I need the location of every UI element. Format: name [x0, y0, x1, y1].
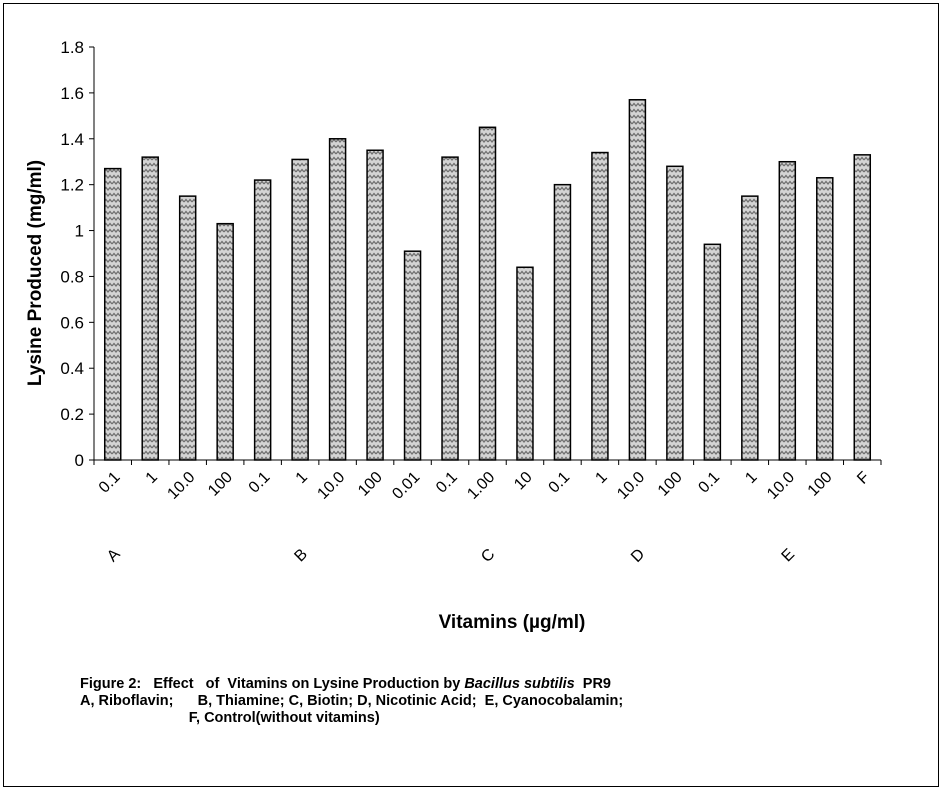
y-tick-label: 1.8	[60, 38, 84, 57]
bar	[516, 266, 534, 461]
x-tick-label: 0.1	[246, 469, 274, 497]
y-tick-label: 1.2	[60, 176, 84, 195]
x-tick-label: 1	[293, 469, 311, 487]
x-axis-title: Vitamins (µg/ml)	[439, 612, 586, 633]
caption-line2: A, Riboflavin; B, Thiamine; C, Biotin; D…	[80, 693, 624, 709]
y-tick-label: 0.8	[60, 267, 84, 286]
x-tick-label: F	[854, 469, 873, 488]
x-tick-label: 10.0	[614, 469, 648, 503]
y-axis-title: Lysine Produced (mg/ml)	[25, 160, 46, 386]
caption-line1-prefix: Figure 2: Effect of Vitamins on Lysine P…	[80, 676, 465, 692]
bar	[853, 154, 872, 461]
bar	[328, 138, 347, 461]
bar	[103, 167, 122, 461]
x-tick-label: 1	[742, 469, 760, 487]
group-label: D	[628, 546, 648, 566]
x-tick-label: 0.1	[433, 469, 461, 497]
caption-line1-suffix: PR9	[574, 676, 611, 692]
bar	[628, 99, 647, 461]
bar	[816, 177, 834, 461]
bar	[403, 250, 422, 461]
bar	[253, 179, 272, 461]
bar	[141, 156, 159, 461]
bar	[591, 151, 609, 461]
bar	[366, 149, 384, 461]
bar	[666, 165, 684, 461]
x-tick-label: 1.00	[464, 469, 498, 503]
bar	[703, 243, 722, 461]
x-tick-label: 10	[511, 469, 536, 494]
x-tick-label: 0.01	[389, 469, 423, 503]
y-tick-label: 0.4	[60, 359, 84, 378]
bar	[216, 222, 234, 461]
x-tick-label: 100	[805, 469, 836, 500]
bars	[103, 99, 872, 461]
x-tick-label: 100	[655, 469, 686, 500]
x-tick-label: 100	[205, 469, 236, 500]
bar	[291, 158, 309, 461]
bar	[178, 195, 197, 461]
x-tick-label: 100	[355, 469, 386, 500]
group-label: B	[291, 546, 311, 566]
y-tick-label: 0.6	[60, 313, 84, 332]
x-tick-label: 0.1	[695, 469, 723, 497]
y-tick-label: 1.4	[60, 130, 84, 149]
caption-species: Bacillus subtilis	[464, 676, 575, 692]
y-tick-label: 0	[75, 451, 84, 470]
x-tick-label: 1	[143, 469, 161, 487]
group-label: C	[478, 546, 498, 566]
y-tick-label: 1.6	[60, 84, 84, 103]
caption-line3: F, Control(without vitamins)	[80, 710, 380, 726]
group-label: A	[104, 546, 124, 566]
bar	[778, 160, 797, 461]
bar	[741, 195, 759, 461]
bar	[441, 156, 459, 461]
bar	[478, 126, 497, 461]
group-label: E	[779, 546, 799, 566]
x-tick-label: 10.0	[314, 469, 348, 503]
bar	[553, 183, 572, 461]
figure-frame	[3, 3, 939, 787]
x-tick-label: 10.0	[164, 469, 198, 503]
x-tick-label: 10.0	[764, 469, 798, 503]
y-tick-label: 1	[75, 222, 84, 241]
x-tick-label: 0.1	[546, 469, 574, 497]
figure-caption: Figure 2: Effect of Vitamins on Lysine P…	[80, 676, 623, 727]
y-tick-label: 0.2	[60, 405, 84, 424]
x-tick-label: 0.1	[96, 469, 124, 497]
x-tick-label: 1	[592, 469, 610, 487]
